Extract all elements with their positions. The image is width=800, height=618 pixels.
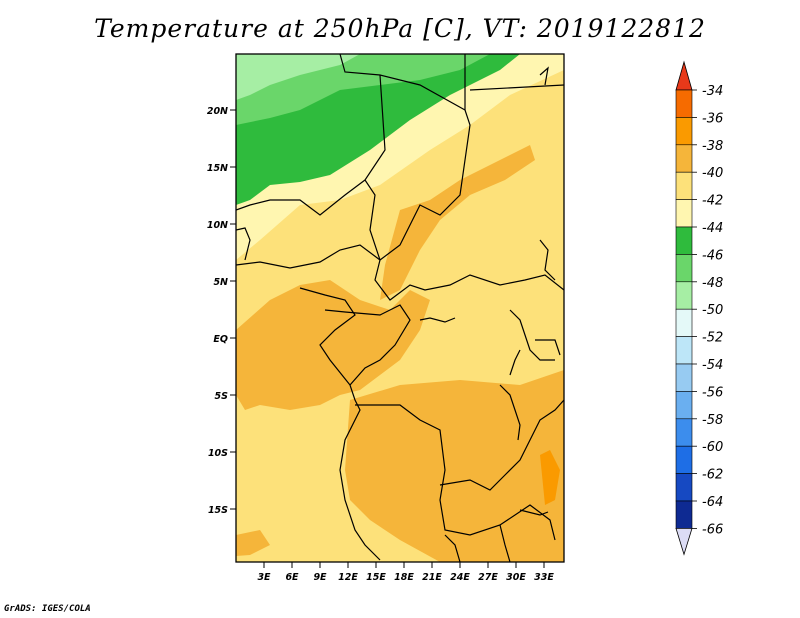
colorbar-swatch bbox=[675, 199, 693, 228]
colorbar-top-triangle bbox=[675, 60, 693, 91]
colorbar-swatch bbox=[675, 89, 693, 118]
lon-labels: 3E 6E 9E 12E 15E 18E 21E 24E 27E 30E 33E bbox=[257, 572, 554, 583]
lon-label: 9E bbox=[313, 572, 327, 583]
lon-label: 24E bbox=[450, 572, 470, 583]
lat-label: 5S bbox=[215, 391, 229, 402]
colorbar-label: -62 bbox=[702, 468, 723, 483]
colorbar-label: -66 bbox=[702, 522, 723, 537]
lat-ticks bbox=[230, 109, 236, 510]
colorbar-label: -40 bbox=[702, 166, 723, 181]
colorbar-label: -50 bbox=[702, 303, 723, 318]
lat-label: 20N bbox=[207, 106, 228, 117]
lat-label: 15S bbox=[208, 505, 228, 516]
map-title: Temperature at 250hPa [C], VT: 201912281… bbox=[94, 14, 706, 43]
lon-label: 33E bbox=[534, 572, 554, 583]
lat-label: 10S bbox=[208, 448, 228, 459]
colorbar-swatch bbox=[675, 171, 693, 200]
lon-label: 21E bbox=[422, 572, 442, 583]
borders bbox=[236, 54, 564, 562]
lon-label: 6E bbox=[285, 572, 299, 583]
lat-labels: 20N 15N 10N 5N EQ 5S 10S 15S bbox=[207, 106, 228, 516]
colorbar-label: -46 bbox=[702, 248, 723, 263]
colorbar-label: -60 bbox=[702, 440, 723, 455]
lon-label: 30E bbox=[506, 572, 526, 583]
colorbar-swatch bbox=[675, 308, 693, 337]
lat-label: 5N bbox=[213, 277, 228, 288]
field-minus38-west bbox=[236, 280, 430, 410]
lat-label: EQ bbox=[213, 334, 228, 345]
colorbar-swatch bbox=[675, 445, 693, 474]
colorbar-label: -56 bbox=[702, 385, 723, 400]
colorbar-label: -52 bbox=[702, 331, 723, 346]
colorbar-label: -48 bbox=[702, 276, 723, 291]
colorbar-swatch bbox=[675, 226, 693, 255]
colorbar-label: -42 bbox=[702, 194, 723, 209]
colorbar-label: -44 bbox=[702, 221, 723, 236]
lon-label: 18E bbox=[394, 572, 414, 583]
colorbar-label: -58 bbox=[702, 413, 723, 428]
field-minus42 bbox=[236, 54, 564, 260]
colorbar-label: -54 bbox=[702, 358, 723, 373]
field-minus38-sw-patch bbox=[236, 530, 270, 556]
field-minus38-streak-ne bbox=[460, 145, 535, 195]
lat-label: 10N bbox=[207, 220, 228, 231]
colorbar: -34 -36 -38 -40 -42 -44 -46 -48 -50 -52 -54 -56 -58 -… bbox=[675, 60, 723, 556]
lon-label: 27E bbox=[478, 572, 498, 583]
colorbar-swatch bbox=[675, 391, 693, 420]
map-frame bbox=[235, 53, 565, 563]
lat-label: 15N bbox=[207, 163, 228, 174]
colorbar-swatch bbox=[675, 254, 693, 283]
lon-label: 15E bbox=[366, 572, 386, 583]
colorbar-swatch bbox=[675, 363, 693, 392]
lon-label: 3E bbox=[257, 572, 271, 583]
grads-credit: GrADS: IGES/COLA bbox=[4, 604, 91, 614]
colorbar-label: -38 bbox=[702, 139, 723, 154]
colorbar-swatch bbox=[675, 144, 693, 173]
colorbar-swatch bbox=[675, 281, 693, 310]
field-minus36-east bbox=[540, 450, 560, 505]
lon-label: 12E bbox=[338, 572, 358, 583]
field-minus38-streak-north bbox=[380, 180, 470, 300]
colorbar-bottom-triangle bbox=[675, 528, 693, 556]
colorbar-swatch bbox=[675, 418, 693, 447]
colorbar-label: -34 bbox=[702, 84, 723, 99]
colorbar-swatch bbox=[675, 117, 693, 146]
colorbar-swatch bbox=[675, 500, 693, 529]
field-minus48 bbox=[236, 54, 360, 100]
lon-ticks bbox=[263, 562, 545, 568]
field-minus38-south bbox=[345, 370, 564, 562]
temperature-field bbox=[236, 54, 564, 562]
colorbar-swatch bbox=[675, 336, 693, 365]
colorbar-swatch bbox=[675, 473, 693, 502]
colorbar-label: -36 bbox=[702, 111, 723, 126]
colorbar-label: -64 bbox=[702, 495, 723, 510]
